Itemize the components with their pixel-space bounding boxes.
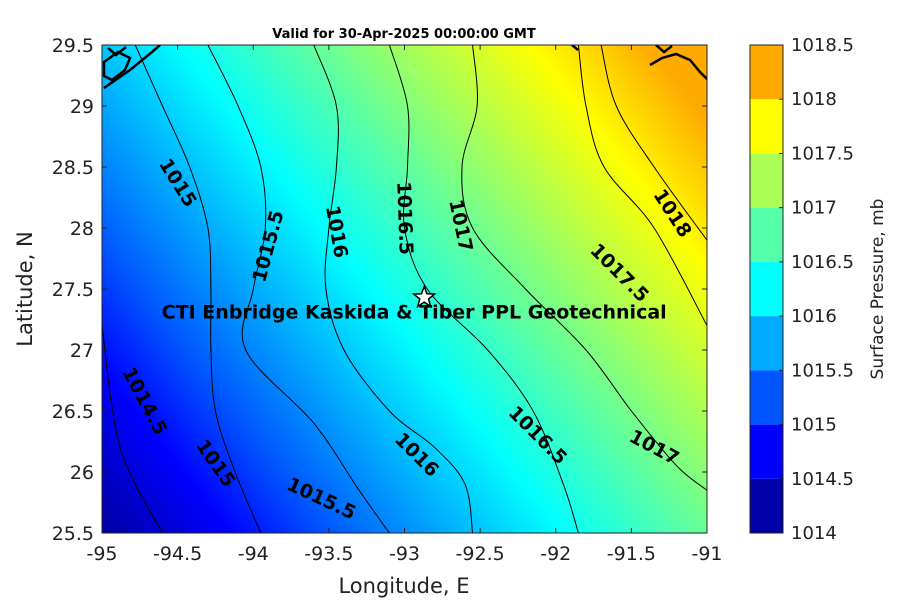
- contour-lines: [102, 45, 707, 533]
- colorbar-segment: [750, 424, 783, 479]
- x-tick-label: -92: [540, 543, 571, 565]
- colorbar-tick-label: 1016.5: [791, 252, 854, 273]
- contour-line-1015: [134, 45, 262, 533]
- y-tick-label: 28.5: [52, 157, 94, 179]
- contour-line-1016.5: [388, 45, 579, 533]
- y-tick-label: 28: [70, 218, 94, 240]
- colorbar-segment: [750, 478, 783, 533]
- colorbar-segment: [750, 45, 783, 100]
- y-axis-ticks: 25.5 26 26.5 27 27.5 28 28.5 29 29.5: [52, 35, 707, 545]
- pressure-field: [102, 45, 707, 533]
- colorbar-frame: [749, 44, 784, 534]
- contour-line-1017: [461, 45, 707, 491]
- x-tick-label: -91: [691, 543, 722, 565]
- colorbar-segment: [750, 207, 783, 262]
- colorbar-tick-label: 1015.5: [791, 360, 854, 381]
- y-tick-label: 27: [70, 340, 94, 362]
- y-tick-label: 29: [70, 96, 94, 118]
- x-axis-ticks: -95 -94.5 -94 -93.5 -93 -92.5 -92 -91.5 -91: [86, 45, 723, 565]
- colorbar-tick-label: 1017: [791, 198, 837, 219]
- x-tick-label: -95: [86, 543, 117, 565]
- contour-line-1017.5: [577, 45, 707, 326]
- coastline: [102, 45, 707, 90]
- colorbar-tick-label: 1016: [791, 306, 837, 327]
- x-tick-label: -92.5: [456, 543, 505, 565]
- contour-line-1018: [600, 45, 707, 241]
- colorbar-tick-label: 1015: [791, 415, 837, 436]
- y-tick-label: 29.5: [52, 35, 94, 57]
- x-tick-label: -94: [238, 543, 269, 565]
- colorbar-tick-label: 1018: [791, 89, 837, 110]
- x-tick-label: -93: [389, 543, 420, 565]
- colorbar-segment: [750, 153, 783, 208]
- y-tick-label: 26.5: [52, 401, 94, 423]
- contour-line-1015.5: [207, 45, 390, 533]
- chart-title: Valid for 30-Apr-2025 00:00:00 GMT: [272, 27, 536, 42]
- colorbar-segment: [750, 370, 783, 425]
- x-tick-label: -93.5: [304, 543, 353, 565]
- y-axis-label: Latitude, N: [13, 231, 37, 347]
- colorbar-segment: [750, 261, 783, 317]
- y-tick-label: 26: [70, 462, 94, 484]
- contour-line-1014.5: [102, 325, 163, 533]
- x-tick-label: -94.5: [153, 543, 202, 565]
- colorbar-tick-label: 1017.5: [791, 143, 854, 164]
- y-tick-label: 25.5: [52, 523, 94, 545]
- site-star-icon: [411, 284, 437, 309]
- x-axis-label: Longitude, E: [338, 574, 469, 598]
- site-marker-group: CTI Enbridge Kaskida & Tiber PPL Geotech…: [162, 284, 667, 324]
- colorbar-label: Surface Pressure, mb: [868, 199, 888, 380]
- colorbar-segment: [750, 316, 783, 371]
- y-tick-label: 27.5: [52, 279, 94, 301]
- x-tick-label: -91.5: [607, 543, 656, 565]
- contour-label: 1016.5: [392, 181, 417, 255]
- colorbar-tick-label: 1014.5: [791, 469, 854, 490]
- colorbar-tick-label: 1018.5: [791, 35, 854, 56]
- site-label: CTI Enbridge Kaskida & Tiber PPL Geotech…: [162, 302, 667, 324]
- colorbar-segment: [750, 99, 783, 154]
- colorbar-tick-label: 1014: [791, 523, 837, 544]
- colorbar: 1014 1014.5 1015 1015.5 1016 1016.5 1017 1017.5…: [749, 35, 854, 544]
- contour-line-1016: [313, 45, 474, 533]
